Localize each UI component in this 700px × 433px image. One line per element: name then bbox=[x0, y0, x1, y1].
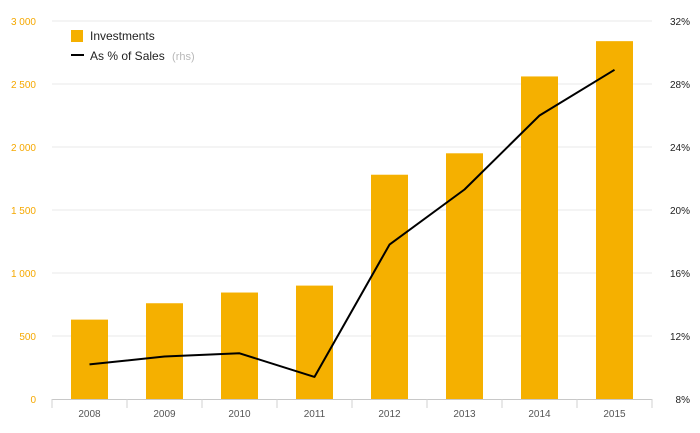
y-left-tick-label: 2 500 bbox=[11, 80, 36, 91]
x-tick-label: 2009 bbox=[153, 409, 176, 420]
y-left-tick-label: 500 bbox=[19, 332, 36, 343]
x-tick-label: 2008 bbox=[78, 409, 101, 420]
y-right-tick-label: 8% bbox=[676, 395, 691, 406]
legend-label-sales-pct-name: As % of Sales bbox=[90, 49, 165, 63]
y-left-tick-label: 1 000 bbox=[11, 269, 36, 280]
y-left-tick-label: 3 000 bbox=[11, 17, 36, 28]
bar-investments bbox=[371, 174, 408, 399]
x-tick-label: 2012 bbox=[378, 409, 401, 420]
line-sales-pct bbox=[89, 68, 616, 378]
x-tick-label: 2011 bbox=[304, 409, 326, 420]
y-right-tick-label: 24% bbox=[670, 143, 690, 154]
bar-investments bbox=[446, 153, 483, 399]
legend-swatch-investments bbox=[71, 30, 83, 42]
axes: 0 500 1 000 1 500 2 000 2 500 3 000 8% 12% 16% 20%… bbox=[11, 17, 690, 420]
y-left-tick-label: 0 bbox=[30, 395, 36, 406]
bar-investments bbox=[146, 303, 183, 399]
x-tick-label: 2015 bbox=[603, 409, 626, 420]
x-tick-label: 2013 bbox=[453, 409, 476, 420]
investments-bars bbox=[71, 41, 633, 399]
gridlines bbox=[52, 20, 652, 337]
y-right-tick-label: 32% bbox=[670, 17, 690, 28]
y-left-tick-label: 1 500 bbox=[11, 206, 36, 217]
y-right-tick-label: 12% bbox=[670, 332, 690, 343]
legend-label-sales-pct-suffix: (rhs) bbox=[172, 51, 195, 63]
y-right-tick-label: 20% bbox=[670, 206, 690, 217]
bar-investments bbox=[521, 76, 558, 399]
y-left-tick-label: 2 000 bbox=[11, 143, 36, 154]
legend-label-sales-pct: As % of Sales (rhs) bbox=[90, 49, 195, 63]
x-tick-label: 2010 bbox=[228, 409, 251, 420]
legend-label-investments: Investments bbox=[90, 29, 155, 43]
x-tick-label: 2014 bbox=[528, 409, 551, 420]
y-right-tick-label: 16% bbox=[670, 269, 690, 280]
bar-investments bbox=[296, 285, 333, 399]
legend: Investments As % of Sales (rhs) bbox=[71, 29, 195, 63]
y-right-tick-label: 28% bbox=[670, 80, 690, 91]
bar-investments bbox=[596, 41, 633, 399]
bar-investments bbox=[221, 292, 258, 399]
bar-investments bbox=[71, 319, 108, 399]
sales-pct-line-group bbox=[89, 68, 616, 378]
